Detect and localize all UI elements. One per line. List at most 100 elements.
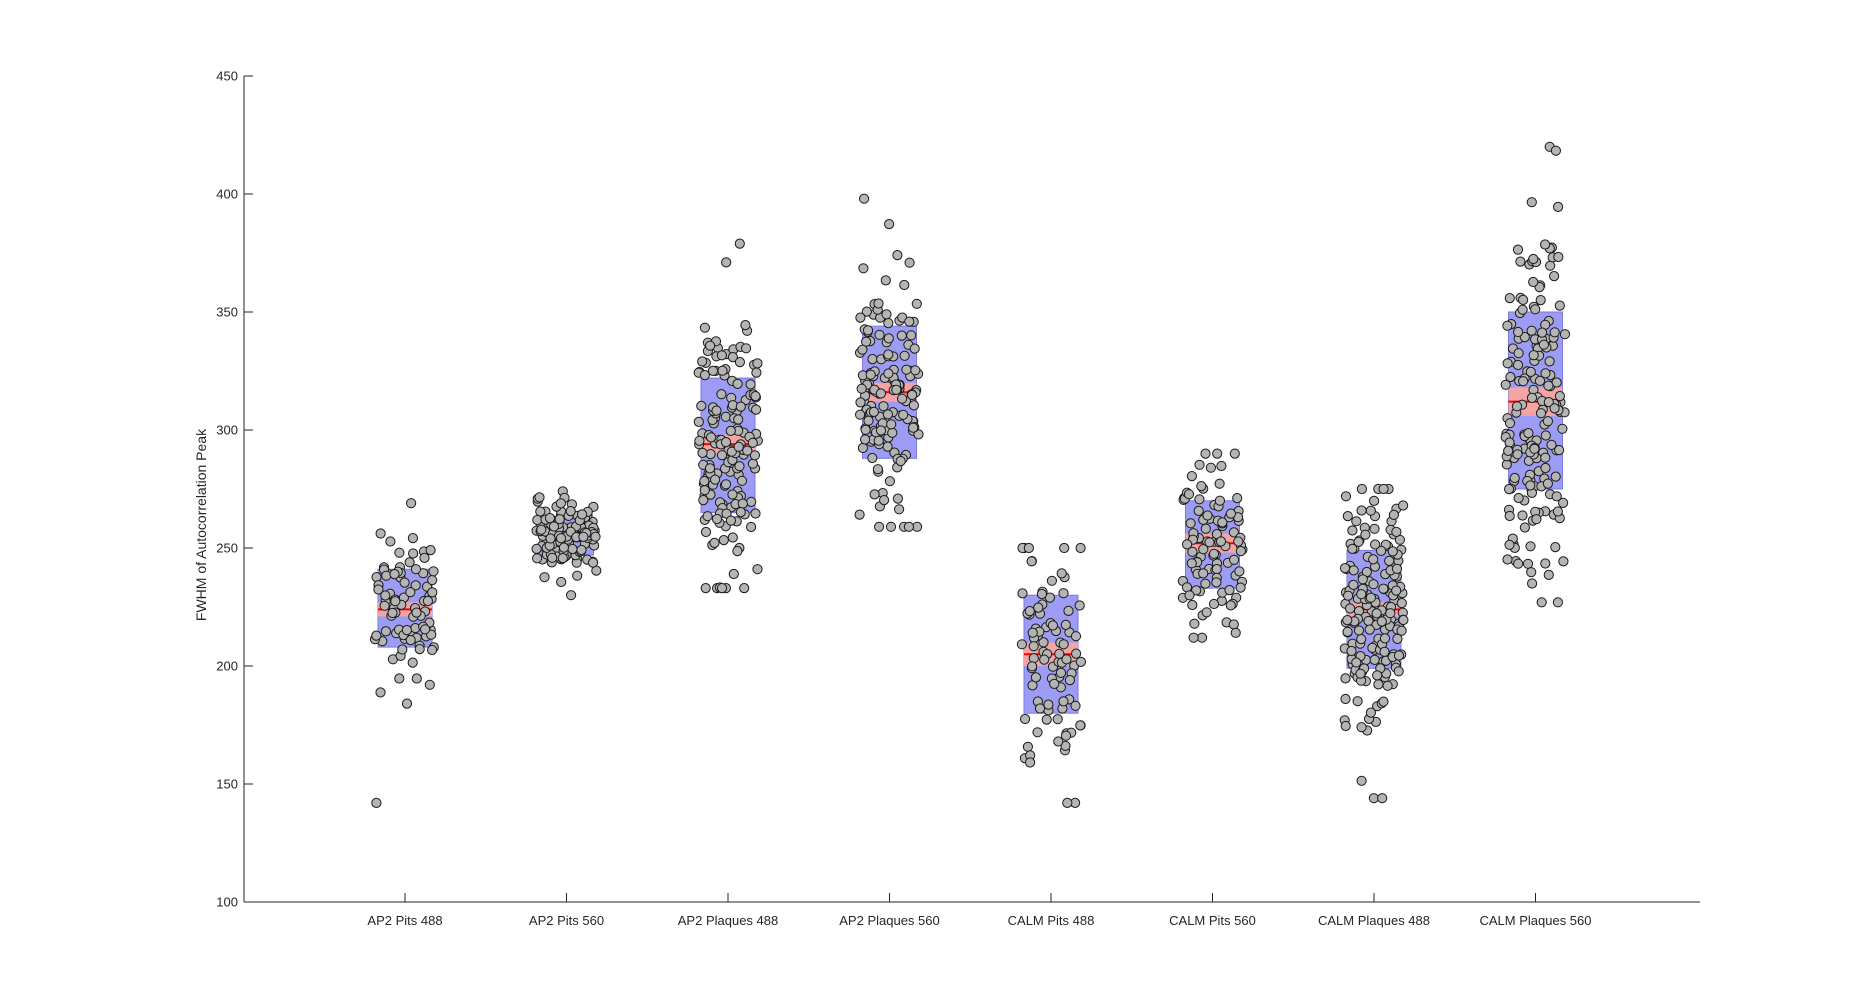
data-point — [1388, 509, 1400, 521]
data-point — [1369, 523, 1380, 534]
points-layer — [369, 141, 1571, 809]
data-point — [1060, 730, 1072, 741]
data-point — [1365, 505, 1376, 516]
data-point — [1393, 650, 1405, 661]
data-point — [1385, 608, 1396, 619]
data-point — [531, 543, 542, 555]
data-point — [385, 536, 396, 547]
data-point — [880, 275, 891, 286]
data-point — [387, 607, 398, 619]
data-point — [1353, 536, 1364, 548]
data-point — [694, 435, 705, 446]
data-point — [411, 673, 422, 684]
data-point — [1017, 588, 1028, 599]
data-point — [1200, 578, 1211, 589]
data-point — [899, 350, 910, 361]
data-point — [407, 657, 418, 668]
data-point — [1064, 675, 1076, 686]
x-tick-label: AP2 Plaques 488 — [678, 913, 778, 928]
data-point — [1070, 700, 1081, 711]
data-point — [1189, 618, 1200, 629]
data-point — [1543, 569, 1554, 581]
data-point — [1058, 588, 1069, 599]
data-point — [1526, 567, 1537, 578]
data-point — [427, 644, 438, 656]
data-point — [1071, 648, 1082, 659]
data-point — [716, 450, 728, 461]
data-point — [1225, 508, 1237, 519]
data-point — [1198, 544, 1209, 555]
data-point — [908, 422, 919, 433]
data-point — [1204, 537, 1215, 548]
data-point — [1536, 597, 1547, 608]
data-point — [590, 531, 601, 542]
data-point — [1027, 627, 1038, 638]
data-point — [390, 596, 401, 607]
data-point — [737, 498, 748, 509]
data-point — [855, 409, 866, 420]
data-point — [1526, 197, 1537, 208]
data-point — [733, 414, 744, 425]
data-point — [906, 330, 917, 341]
data-point — [1550, 471, 1561, 482]
data-point — [399, 577, 410, 588]
data-point — [1382, 680, 1393, 691]
data-point — [1348, 565, 1359, 576]
data-point — [696, 400, 707, 411]
data-point — [380, 626, 391, 637]
y-tick-label: 150 — [216, 777, 238, 792]
data-point — [884, 219, 895, 230]
data-point — [1058, 696, 1069, 707]
data-point — [547, 552, 558, 563]
data-point — [1036, 588, 1048, 600]
data-point — [1512, 449, 1523, 460]
data-point — [539, 572, 550, 583]
data-point — [752, 358, 763, 369]
data-point — [371, 630, 382, 641]
data-point — [693, 416, 704, 427]
data-point — [881, 309, 892, 320]
data-point — [394, 673, 405, 684]
data-point — [1234, 566, 1245, 577]
data-point — [371, 797, 382, 809]
data-point — [904, 257, 915, 268]
data-point — [910, 365, 921, 376]
data-point — [1070, 631, 1082, 642]
data-point — [710, 474, 721, 485]
data-point — [1229, 448, 1240, 459]
data-point — [1504, 418, 1516, 429]
data-point — [699, 485, 710, 496]
data-point — [697, 356, 708, 367]
data-point — [735, 401, 746, 412]
data-point — [1519, 332, 1530, 343]
data-point — [878, 401, 889, 412]
data-point — [855, 397, 866, 408]
data-point — [1535, 408, 1547, 419]
data-point — [1504, 293, 1515, 304]
data-point — [1529, 443, 1540, 454]
data-point — [1378, 583, 1389, 594]
data-point — [711, 405, 722, 416]
data-point — [1187, 599, 1198, 611]
data-point — [1194, 494, 1205, 505]
data-point — [1340, 491, 1352, 502]
data-point — [1232, 493, 1243, 504]
data-point — [1540, 452, 1551, 463]
data-point — [1201, 607, 1212, 618]
data-point — [567, 543, 578, 555]
data-point — [1023, 542, 1035, 554]
data-point — [1060, 619, 1071, 631]
data-point — [1531, 514, 1542, 525]
data-point — [721, 257, 732, 268]
data-point — [1370, 539, 1381, 550]
data-point — [1553, 201, 1564, 212]
data-point — [867, 354, 878, 365]
x-tick-label: AP2 Pits 560 — [529, 913, 604, 928]
data-point — [1224, 585, 1235, 596]
data-point — [727, 489, 738, 500]
data-point — [1342, 510, 1353, 522]
data-point — [1030, 672, 1042, 683]
data-point — [1217, 517, 1228, 528]
data-point — [1063, 605, 1074, 617]
data-point — [700, 583, 711, 594]
